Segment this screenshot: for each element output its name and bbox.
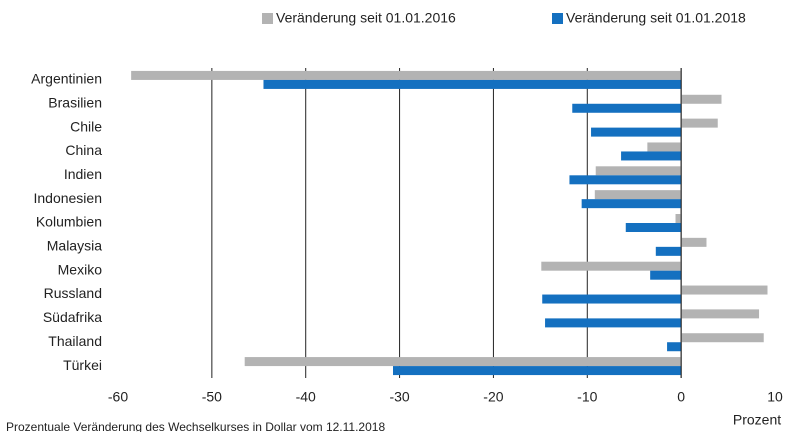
bar bbox=[131, 70, 682, 80]
y-tick-label: Türkei bbox=[63, 357, 102, 373]
bar bbox=[572, 103, 682, 113]
bar bbox=[647, 142, 682, 152]
y-tick-label: China bbox=[65, 142, 102, 158]
bar bbox=[681, 333, 764, 343]
bar bbox=[650, 270, 682, 280]
bar bbox=[681, 94, 722, 104]
bar bbox=[681, 118, 718, 128]
bar bbox=[263, 79, 682, 89]
bar bbox=[569, 175, 682, 185]
legend-label: Veränderung seit 01.01.2016 bbox=[276, 10, 456, 26]
x-tick-label: -40 bbox=[296, 389, 316, 405]
bar bbox=[667, 342, 682, 352]
y-tick-label: Argentinien bbox=[31, 71, 102, 87]
bar bbox=[681, 285, 768, 295]
y-tick-label: Chile bbox=[70, 118, 102, 134]
legend-swatch bbox=[552, 13, 563, 24]
y-tick-label: Mexiko bbox=[58, 261, 103, 277]
x-tick-label: -60 bbox=[108, 389, 128, 405]
y-tick-label: Kolumbien bbox=[36, 214, 102, 230]
x-tick-label: -30 bbox=[389, 389, 409, 405]
y-tick-label: Brasilien bbox=[48, 94, 102, 110]
bar bbox=[541, 261, 682, 271]
bar bbox=[681, 237, 707, 247]
bar bbox=[591, 127, 682, 137]
legend-swatch bbox=[262, 13, 273, 24]
y-tick-label: Indonesien bbox=[33, 190, 102, 206]
bar bbox=[545, 318, 682, 328]
bar bbox=[393, 366, 682, 376]
y-tick-label: Thailand bbox=[48, 333, 102, 349]
x-tick-label: 0 bbox=[677, 389, 685, 405]
x-axis-label: Prozent bbox=[733, 412, 781, 428]
bar bbox=[595, 166, 682, 176]
legend-label: Veränderung seit 01.01.2018 bbox=[566, 10, 746, 26]
y-tick-label: Malaysia bbox=[47, 238, 102, 254]
bar bbox=[625, 223, 682, 232]
bar bbox=[542, 294, 682, 304]
bar bbox=[675, 214, 682, 223]
bar bbox=[655, 246, 682, 256]
bar bbox=[621, 151, 682, 161]
footnote: Prozentuale Veränderung des Wechselkurse… bbox=[6, 420, 385, 432]
x-tick-label: 10 bbox=[767, 389, 783, 405]
bar bbox=[681, 309, 760, 319]
x-tick-label: -10 bbox=[577, 389, 597, 405]
y-tick-label: Südafrika bbox=[43, 309, 102, 325]
bar bbox=[244, 357, 682, 367]
y-tick-label: Russland bbox=[44, 285, 102, 301]
x-tick-label: -20 bbox=[483, 389, 503, 405]
bar bbox=[581, 199, 682, 209]
x-tick-label: -50 bbox=[202, 389, 222, 405]
y-tick-label: Indien bbox=[64, 166, 102, 182]
bar bbox=[594, 190, 682, 200]
